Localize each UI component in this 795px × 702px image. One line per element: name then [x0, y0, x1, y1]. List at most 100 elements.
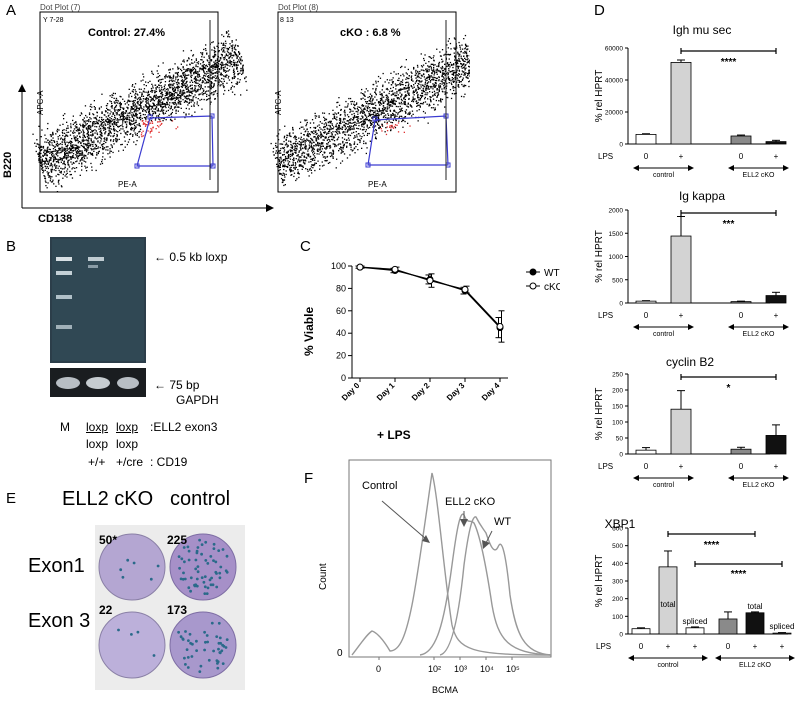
colony-dot: [183, 577, 187, 581]
viability-line-chart: 0 20 40 60 80 100 Day 0 Day 1 Day 2 Day 3 Day 4 WT c…: [331, 261, 560, 403]
bar: [772, 632, 792, 635]
bar-chart-cyclin-b2: cyclin B2 % rel HPRT 0 50 100 150 200 250 LPS 0 +0…: [594, 355, 789, 489]
y-tick-label: 0: [619, 452, 623, 459]
colony-dot: [177, 630, 180, 634]
colony-dot: [119, 568, 123, 572]
gate-polygon-cko: [367, 115, 449, 166]
colony-count-2: 225: [167, 533, 188, 547]
y-tick-label: 40: [336, 328, 346, 338]
colony-count-4: 173: [167, 603, 188, 617]
lps-label: LPS: [598, 152, 613, 161]
y-tick-label: 100: [612, 420, 623, 427]
colony-dot: [203, 592, 207, 595]
y-tick-label: 0: [619, 142, 623, 149]
arrow-head: [728, 324, 734, 330]
x-tick-label: Day 0: [340, 381, 362, 403]
viability-y-label: % Viable: [302, 306, 316, 356]
x-tick-label: +: [753, 642, 758, 651]
arrow-head: [688, 165, 694, 171]
colony-dot: [181, 638, 185, 641]
x-tick-label: +: [774, 462, 779, 471]
colony-dots: [117, 538, 229, 673]
arrow-head: [688, 475, 694, 481]
colony-dot: [188, 632, 192, 636]
data-point-cko: [356, 263, 364, 271]
colony-dot: [224, 569, 228, 573]
colony-dot: [200, 552, 203, 556]
significance-label: ****: [704, 540, 720, 551]
gate-percent-control: Control: 27.4%: [88, 27, 166, 39]
x-tick-label: 0: [726, 642, 731, 651]
control-histogram-line: [351, 472, 552, 656]
y-tick-label: 250: [612, 372, 623, 379]
x-tick-label: 0: [644, 311, 649, 320]
colony-dot: [183, 560, 186, 564]
arrow-head: [789, 655, 795, 661]
colony-dot: [219, 641, 222, 645]
lps-label: LPS: [598, 462, 613, 471]
bar-label: total: [747, 602, 762, 611]
colony-dot: [210, 576, 213, 580]
gate-polygon-control: [136, 115, 214, 167]
histogram-xtick-4: 10⁴: [480, 664, 494, 674]
colony-dot: [196, 546, 200, 549]
colony-dot: [195, 551, 199, 555]
colony-dot: [205, 592, 209, 595]
colony-dot: [218, 636, 222, 640]
y-tick-label: 40000: [605, 78, 623, 85]
x-tick-label: +: [693, 642, 698, 651]
bar: [670, 408, 692, 455]
colony-dot: [183, 656, 186, 660]
chart-y-label: % rel HPRT: [594, 555, 605, 608]
colony-dot: [221, 662, 225, 665]
colony-dot: [200, 576, 204, 579]
significance-label: ***: [723, 219, 735, 230]
y-tick-label: 150: [612, 404, 623, 411]
legend-label-cko: cKO: [544, 282, 560, 293]
genotype-cd19-1: +/+: [88, 455, 106, 469]
y-tick-label: 60: [336, 306, 346, 316]
colony-dot: [217, 621, 221, 625]
colony-dot: [218, 651, 222, 655]
colony-dot: [198, 670, 202, 673]
group-label: control: [653, 172, 674, 179]
colony-dot: [191, 642, 194, 646]
y-tick-label: 200: [612, 596, 623, 603]
genotype-loxp-3: loxp: [86, 437, 109, 451]
chart-y-label: % rel HPRT: [594, 230, 605, 283]
cd138-axis-label: CD138: [38, 213, 73, 225]
y-tick-label: 100: [612, 614, 623, 621]
arrow-head: [783, 475, 789, 481]
colony-dot: [156, 564, 160, 568]
x-tick-label: Day 1: [375, 381, 397, 403]
colony-dot: [219, 565, 223, 569]
colony-dot: [220, 649, 224, 653]
y-tick-label: 0: [619, 301, 623, 308]
colony-dot: [121, 575, 125, 579]
bar: [670, 62, 692, 145]
colony-dot: [136, 630, 140, 634]
colony-count-1: 50*: [99, 533, 118, 547]
colony-dot: [193, 583, 196, 587]
group-label: ELL2 cKO: [743, 172, 775, 179]
colony-dot: [214, 560, 218, 564]
colony-dot: [182, 546, 186, 549]
group-label: ELL2 cKO: [743, 482, 775, 489]
histogram-label-control: Control: [362, 480, 398, 492]
lps-label: LPS: [596, 642, 611, 651]
x-tick-label: 0: [644, 462, 649, 471]
colony-dot: [203, 585, 207, 589]
group-label: control: [653, 482, 674, 489]
bar: [631, 628, 651, 635]
colony-dot: [196, 565, 200, 568]
colony-dot: [212, 542, 216, 546]
gate-id-1: Y 7-28: [43, 17, 64, 24]
colony-col-cko: ELL2 cKO: [62, 488, 154, 510]
bar-label: spliced: [683, 617, 708, 626]
wt-histogram-line: [439, 516, 552, 656]
colony-dot: [215, 585, 219, 589]
colony-dot: [189, 589, 192, 593]
data-point-cko: [461, 286, 469, 294]
colony-dot: [225, 554, 229, 558]
genotype-loxp-2: loxp: [116, 420, 139, 434]
